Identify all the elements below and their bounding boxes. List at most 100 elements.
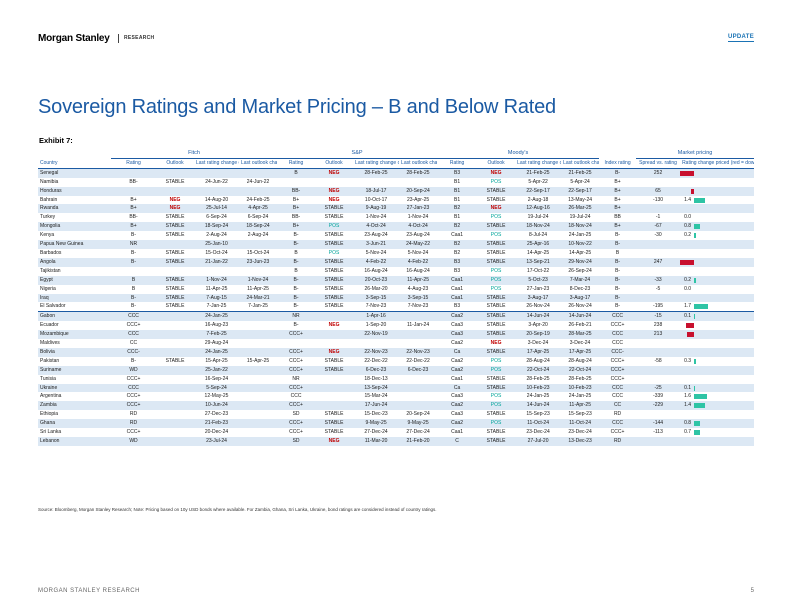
- footer-label: MORGAN STANLEY RESEARCH: [38, 588, 140, 594]
- spread-cell: [636, 347, 681, 357]
- fitch-outlook-cell: NEG: [156, 204, 194, 214]
- table-row: Bolivia CCC- 24-Jan-25 CCC+ NEG 22-Nov-23 22-N…: [38, 347, 755, 357]
- table-row: Tunisia CCC+ 16-Sep-24 NR 18-Dec-13 Caa1 STABL…: [38, 375, 754, 384]
- fitch-outlook-cell: [156, 428, 194, 437]
- fitch-rating-cell: WD: [111, 365, 156, 375]
- fitch-outlook-cell: [156, 339, 194, 348]
- fitch-last-rating-cell: 23-Jul-24: [194, 437, 239, 446]
- rating-change-cell: 0.0: [680, 285, 754, 294]
- moodys-last-outlook-cell: 11-Apr-25: [561, 401, 600, 411]
- sp-last-rating-cell: 13-Sep-24: [353, 383, 400, 393]
- moodys-last-outlook-cell: 7-Mar-24: [561, 275, 600, 285]
- fitch-last-rating-cell: [194, 186, 239, 196]
- sp-last-rating-cell: 15-Dec-23: [364, 411, 388, 418]
- moodys-last-rating-cell: 19-Jul-24: [527, 214, 549, 221]
- moodys-rating-cell: B1: [454, 178, 461, 185]
- index-rating-cell: B+: [599, 222, 637, 232]
- sp-outlook-cell: STABLE: [324, 285, 344, 292]
- table-row: Maldives CC 29-Aug-24 Caa2 NEG 3-Dec-24 3-Dec-…: [38, 339, 754, 348]
- moodys-last-rating-cell: 25-Apr-16: [515, 240, 562, 249]
- sp-last-rating-cell: 22-Dec-22: [364, 357, 388, 364]
- table-row: Pakistan B- STABLE 15-Apr-25 15-Apr-25 CCC+ ST…: [38, 357, 754, 366]
- country-cell: Pakistan: [40, 357, 60, 364]
- fitch-rating-cell: [111, 186, 156, 196]
- downgrade-bar: [686, 323, 695, 329]
- country-cell: Tajikistan: [40, 267, 61, 274]
- fitch-rating-cell: BB-: [129, 178, 138, 185]
- index-rating-cell: B+: [599, 204, 637, 214]
- moodys-outlook-cell: STABLE: [477, 222, 516, 232]
- moodys-last-outlook-cell: 5-Apr-24: [570, 178, 590, 185]
- country-cell: Suriname: [38, 365, 111, 375]
- rating-change-cell: [680, 257, 755, 267]
- table-row: Iraq B- STABLE 7-Aug-15 24-Mar-21 B- STABLE 3-S…: [38, 293, 755, 303]
- moodys-last-outlook-cell: 26-Sep-24: [568, 267, 592, 274]
- moodys-rating-cell: Caa3: [451, 411, 464, 418]
- moodys-outlook-cell: STABLE: [486, 429, 506, 436]
- col-fitch-rating: Rating: [111, 158, 156, 169]
- moodys-outlook-cell: POS: [490, 357, 502, 364]
- moodys-outlook-cell: POS: [490, 285, 502, 292]
- moodys-rating-cell: Caa2: [437, 419, 478, 429]
- fitch-rating-cell: B: [131, 285, 136, 292]
- fitch-outlook-cell: STABLE: [156, 275, 194, 285]
- sp-last-outlook-cell: 16-Aug-24: [406, 267, 430, 274]
- sp-outlook-cell: NEG: [328, 196, 340, 203]
- sp-last-outlook-cell: 22-Nov-23: [399, 347, 438, 357]
- downgrade-bar: [680, 170, 695, 176]
- sp-rating-cell: NR: [292, 375, 300, 382]
- fitch-outlook-cell: [156, 330, 194, 340]
- index-rating-cell: CCC+: [610, 357, 625, 364]
- moodys-last-rating-cell: 10-Feb-23: [515, 383, 562, 393]
- sp-outlook-cell: [315, 339, 353, 348]
- moodys-outlook-cell: STABLE: [486, 375, 506, 382]
- spread-cell: [636, 293, 681, 303]
- index-rating-cell: B-: [615, 285, 621, 292]
- fitch-last-outlook-cell: [239, 365, 278, 375]
- sp-rating-cell: B-: [293, 303, 299, 310]
- table-row: Turkey BB- STABLE 6-Sep-24 6-Sep-24 BB- STABLE…: [38, 213, 754, 222]
- moodys-last-rating-cell: 2-Aug-18: [527, 196, 549, 203]
- index-rating-cell: B-: [615, 267, 621, 274]
- moodys-outlook-cell: STABLE: [477, 347, 516, 357]
- sp-outlook-cell: STABLE: [324, 232, 344, 239]
- spread-cell: 252: [636, 168, 681, 178]
- moodys-last-outlook-cell: 13-Dec-23: [561, 437, 600, 446]
- sp-last-outlook-cell: [399, 330, 438, 340]
- col-sp-outlook: Outlook: [315, 158, 354, 169]
- rating-change-cell: 0.8: [680, 222, 755, 232]
- rating-change-cell: 1.4: [680, 196, 754, 205]
- index-rating-cell: B-: [599, 275, 637, 285]
- index-rating-cell: B: [615, 249, 620, 256]
- fitch-last-outlook-cell: 4-Apr-25: [239, 204, 278, 214]
- fitch-last-rating-cell: 7-Aug-15: [194, 293, 239, 303]
- fitch-rating-cell: CCC+: [126, 322, 141, 329]
- fitch-last-rating-cell: 27-Dec-23: [204, 411, 229, 418]
- moodys-outlook-cell: STABLE: [477, 186, 516, 196]
- upgrade-bar: [694, 304, 708, 310]
- moodys-rating-cell: B3: [437, 257, 478, 267]
- moodys-rating-cell: B3: [454, 303, 461, 310]
- index-rating-cell: B-: [599, 168, 637, 178]
- index-rating-cell: B-: [599, 293, 637, 303]
- moodys-last-outlook-cell: 28-Feb-25: [568, 375, 592, 382]
- fitch-outlook-cell: [156, 186, 194, 196]
- spread-cell: -229: [636, 401, 681, 411]
- fitch-outlook-cell: STABLE: [165, 285, 185, 292]
- index-rating-cell: CCC: [599, 383, 637, 393]
- fitch-rating-cell: [111, 168, 156, 178]
- index-rating-cell: CCC: [612, 393, 623, 400]
- fitch-outlook-cell: STABLE: [165, 178, 185, 185]
- fitch-last-outlook-cell: [239, 347, 278, 357]
- sp-last-outlook-cell: [399, 375, 437, 384]
- spread-cell: [636, 178, 680, 187]
- country-cell: Kenya: [40, 232, 55, 239]
- fitch-rating-cell: RD: [129, 411, 138, 418]
- rating-change-cell: 0.3: [680, 357, 754, 366]
- fitch-last-rating-cell: 7-Jan-25: [206, 303, 227, 310]
- sp-rating-cell: [277, 178, 315, 187]
- fitch-outlook-cell: [156, 392, 194, 401]
- moodys-outlook-cell: POS: [490, 393, 502, 400]
- moodys-last-rating-cell: 27-Jul-20: [515, 437, 562, 446]
- fitch-last-rating-cell: 15-Apr-25: [205, 357, 228, 364]
